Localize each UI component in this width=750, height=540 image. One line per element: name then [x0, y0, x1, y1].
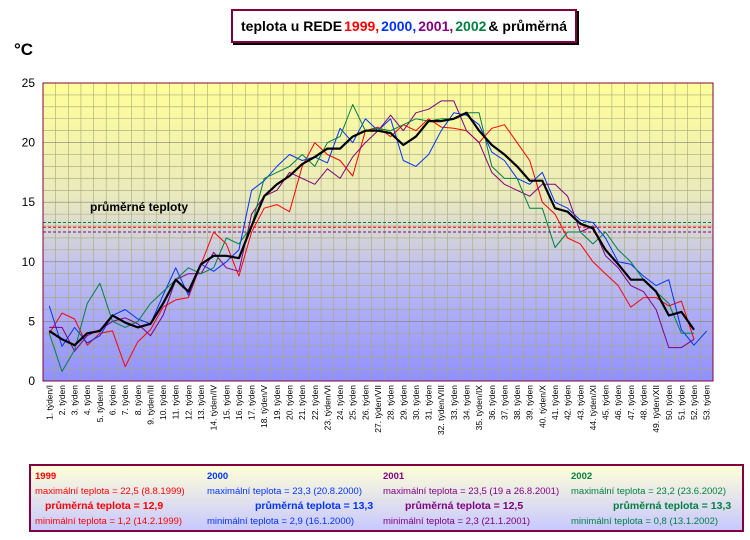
legend-2000-min: minimální teplota = 2,9 (16.1.2000) [207, 516, 355, 527]
title-suffix: & průměrná [488, 18, 567, 34]
x-tick-label: 38. týden [512, 385, 522, 420]
x-tick-label: 17. týden [247, 385, 257, 420]
x-tick-label: 33. týden [449, 385, 459, 420]
title-prefix: teplota u REDE [241, 18, 343, 34]
x-tick-label: 1. týden/I [44, 385, 54, 420]
x-tick-label: 34. týden [461, 385, 471, 420]
legend-2000-year: 2000 [207, 471, 229, 482]
x-tick-label: 9. týden/III [145, 385, 155, 425]
y-tick-label: 20 [22, 136, 36, 150]
average-temperature-annotation: průměrné teploty [90, 200, 188, 214]
temperature-chart: průměrné teploty 0 5 10 15 20 25 1. týden/I 2.… [22, 76, 714, 435]
x-tick-label: 25. týden [348, 385, 358, 420]
x-tick-label: 48. týden [638, 385, 648, 420]
x-tick-label: 18. týden/V [259, 385, 269, 428]
y-tick-label: 5 [28, 314, 35, 328]
x-tick-label: 27. týden/VII [373, 385, 383, 433]
y-tick-label: 25 [22, 76, 36, 90]
x-tick-label: 47. týden [626, 385, 636, 420]
x-tick-label: 32. týden/VIII [436, 385, 446, 435]
y-tick-label: 10 [22, 255, 36, 269]
x-tick-label: 53. týden [702, 385, 712, 420]
x-tick-label: 35. týden/IX [474, 385, 484, 431]
x-tick-label: 15. týden [221, 385, 231, 420]
x-tick-label: 16. týden [234, 385, 244, 420]
x-tick-label: 3. týden [70, 385, 80, 416]
title-year-1999: 1999, [344, 18, 380, 34]
x-tick-label: 29. týden [398, 385, 408, 420]
legend-1999-max: maximální teplota = 22,5 (8.8.1999) [35, 486, 185, 497]
chart-title: teplota u REDE 1999, 2000, 2001, 2002 & … [231, 9, 577, 43]
legend-2002-min: minimální teplota = 0,8 (13.1.2002) [571, 516, 719, 527]
x-tick-label: 24. týden [335, 385, 345, 420]
x-tick-label: 49. týden/XII [651, 385, 661, 433]
x-axis-ticks: 1. týden/I 2. týden 3. týden 4. týden 5. týd… [44, 385, 711, 435]
legend-1999: 1999 maximální teplota = 22,5 (8.8.1999)… [35, 469, 185, 529]
x-tick-label: 8. týden [133, 385, 143, 416]
y-axis-unit-label: °C [14, 40, 34, 59]
y-axis-ticks: 0 5 10 15 20 25 [22, 76, 36, 388]
x-tick-label: 22. týden [310, 385, 320, 420]
x-tick-label: 20. týden [285, 385, 295, 420]
title-year-2001: 2001, [418, 18, 454, 34]
x-tick-label: 6. týden [108, 385, 118, 416]
x-tick-label: 36. týden [487, 385, 497, 420]
legend-2000-avg: průměrná teplota = 13,3 [255, 500, 374, 512]
series-line-y2002 [48, 104, 694, 372]
series-lines [48, 100, 708, 372]
legend-2002-max: maximální teplota = 23,2 (23.6.2002) [571, 486, 726, 497]
x-tick-label: 45. týden [601, 385, 611, 420]
x-tick-label: 52. týden [689, 385, 699, 420]
x-tick-label: 4. týden [82, 385, 92, 416]
legend-2002-avg: průměrná teplota = 13,3 [613, 500, 732, 512]
x-tick-label: 26. týden [360, 385, 370, 420]
series-line-y2001 [49, 100, 695, 352]
x-tick-label: 14. týden/IV [209, 385, 219, 431]
x-tick-label: 39. týden [525, 385, 535, 420]
x-tick-label: 44. týden/XI [588, 385, 598, 430]
legend-2002-year: 2002 [571, 471, 593, 482]
series-line-y1999 [48, 118, 695, 368]
x-tick-label: 12. týden [183, 385, 193, 420]
average-reference-lines [43, 221, 713, 233]
x-tick-label: 11. týden [171, 385, 181, 420]
legend-2000: 2000 maximální teplota = 23,3 (20.8.2000… [207, 469, 373, 529]
x-tick-label: 43. týden [575, 385, 585, 420]
legend-box: 1999 maximální teplota = 22,5 (8.8.1999)… [29, 464, 744, 532]
legend-2001-avg: průměrná teplota = 12,5 [405, 500, 524, 512]
x-tick-label: 40. týden/X [537, 385, 547, 428]
series-line-average [48, 111, 695, 347]
legend-2000-max: maximální teplota = 23,3 (20.8.2000) [207, 486, 362, 497]
title-year-2000: 2000, [381, 18, 417, 34]
x-tick-label: 50. týden [664, 385, 674, 420]
x-tick-label: 37. týden [499, 385, 509, 420]
plot-border [42, 82, 714, 382]
legend-2001-min: minimální teplota = 2,3 (21.1.2001) [383, 516, 531, 527]
x-tick-label: 7. týden [120, 385, 130, 416]
legend-1999-year: 1999 [35, 471, 57, 482]
x-tick-label: 46. týden [613, 385, 623, 420]
y-tick-label: 0 [28, 374, 35, 388]
legend-2002: 2002 maximální teplota = 23,2 (23.6.2002… [571, 469, 731, 529]
x-tick-label: 51. týden [676, 385, 686, 420]
x-tick-label: 21. týden [297, 385, 307, 420]
y-tick-label: 15 [22, 195, 36, 209]
x-tick-label: 13. týden [196, 385, 206, 420]
x-tick-label: 5. týden/II [95, 385, 105, 422]
legend-2001-max: maximální teplota = 23,5 (19 a 26.8.2001… [383, 486, 560, 497]
x-tick-label: 42. týden [563, 385, 573, 420]
legend-2001: 2001 maximální teplota = 23,5 (19 a 26.8… [383, 469, 559, 529]
x-tick-label: 19. týden [272, 385, 282, 420]
x-tick-label: 10. týden [158, 385, 168, 420]
legend-2001-year: 2001 [383, 471, 405, 482]
legend-1999-avg: průměrná teplota = 12,9 [45, 500, 164, 512]
x-tick-label: 41. týden [550, 385, 560, 420]
legend-1999-min: minimální teplota = 1,2 (14.2.1999) [35, 516, 183, 527]
x-tick-label: 28. týden [386, 385, 396, 420]
x-tick-label: 2. týden [57, 385, 67, 416]
title-year-2002: 2002 [455, 18, 487, 34]
x-tick-label: 30. týden [411, 385, 421, 420]
x-tick-label: 31. týden [424, 385, 434, 420]
x-tick-label: 23. týden/VI [322, 385, 332, 430]
